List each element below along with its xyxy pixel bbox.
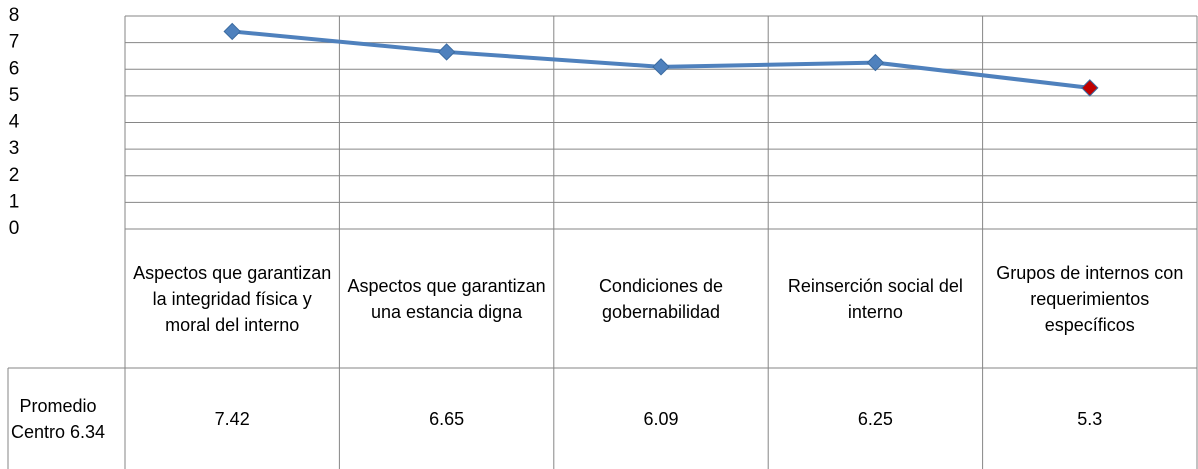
- table-value: 6.65: [429, 408, 465, 429]
- y-tick-label: 0: [9, 218, 20, 239]
- marker: [437, 43, 456, 61]
- category-label: Grupos de internos con requerimientos es…: [996, 262, 1184, 335]
- y-tick-label: 1: [9, 191, 20, 212]
- marker: [866, 53, 885, 72]
- marker: [1081, 79, 1099, 97]
- category-label: Reinserción social del interno: [787, 275, 963, 322]
- marker: [223, 22, 241, 41]
- y-tick-label: 8: [9, 5, 20, 26]
- y-tick-label: 5: [9, 85, 20, 106]
- y-tick-label: 4: [9, 112, 20, 133]
- y-tick-label: 3: [9, 138, 20, 159]
- table-value: 5.3: [1077, 408, 1103, 429]
- series-name: Promedio Centro 6.34: [10, 395, 106, 442]
- table-value: 6.25: [857, 408, 893, 429]
- category-label: Aspectos que garantizan una estancia dig…: [347, 275, 546, 322]
- category-label: Aspectos que garantizan la integridad fí…: [133, 262, 332, 335]
- table-value: 7.42: [214, 408, 250, 429]
- category-label: Condiciones de gobernabilidad: [598, 275, 724, 322]
- y-tick-label: 6: [9, 58, 20, 79]
- table-value: 6.09: [643, 408, 679, 429]
- y-tick-label: 7: [9, 32, 20, 53]
- marker: [652, 58, 670, 76]
- y-tick-label: 2: [9, 165, 20, 186]
